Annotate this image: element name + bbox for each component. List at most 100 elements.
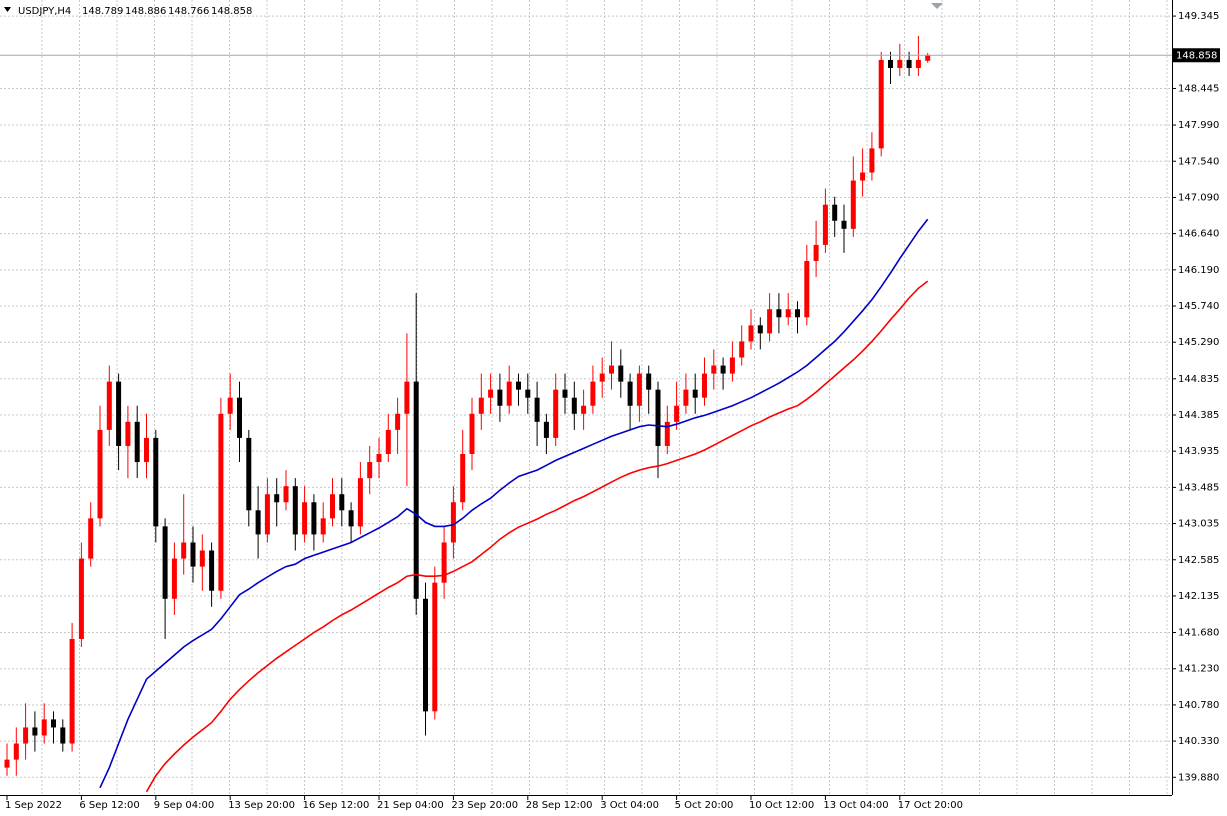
candle-body — [739, 341, 745, 358]
candle-body — [497, 389, 503, 406]
moving-average — [99, 218, 929, 789]
candle-body — [199, 550, 205, 567]
x-tick-label: 3 Oct 04:00 — [600, 800, 659, 811]
candle-body — [785, 309, 791, 318]
candle-body — [850, 180, 856, 229]
candle-body — [636, 373, 642, 406]
candle-body — [348, 510, 354, 527]
candle-body — [292, 486, 298, 535]
candle-body — [320, 518, 326, 535]
candle-body — [441, 542, 447, 583]
x-tick-label: 1 Sep 2022 — [5, 800, 62, 811]
candle-body — [674, 405, 680, 422]
candle-body — [246, 437, 252, 511]
candle-body — [69, 638, 75, 744]
candle-body — [125, 421, 131, 446]
candle-body — [227, 397, 233, 414]
candle-body — [776, 309, 782, 318]
candle-body — [581, 405, 587, 414]
candle-body — [190, 542, 196, 567]
grid — [0, 0, 1172, 795]
price-label-box — [1172, 48, 1220, 63]
candle-body — [869, 148, 875, 173]
candle-body — [32, 727, 38, 736]
y-tick-label: 140.780 — [1178, 700, 1219, 711]
candle-body — [748, 325, 754, 342]
candle-body — [543, 421, 549, 438]
y-tick-label: 140.330 — [1178, 736, 1219, 747]
menu-icon[interactable] — [4, 7, 11, 12]
candle-body — [97, 429, 103, 519]
candle-body — [460, 453, 466, 503]
y-tick-label: 146.190 — [1178, 265, 1219, 276]
y-tick-label: 145.740 — [1178, 301, 1219, 312]
ohlc-high: 148.886 — [125, 6, 166, 17]
x-tick-label: 16 Sep 12:00 — [303, 800, 370, 811]
ohlc-close: 148.858 — [211, 6, 252, 17]
candle-body — [106, 381, 112, 430]
price-label: 148.858 — [1176, 50, 1217, 61]
x-tick-label: 9 Sep 04:00 — [154, 800, 214, 811]
candle-body — [534, 397, 540, 422]
y-tick-label: 145.290 — [1178, 337, 1219, 348]
candle-body — [516, 381, 521, 390]
candle-body — [553, 389, 559, 438]
candle-body — [729, 357, 735, 374]
candle-body — [357, 478, 363, 527]
candle-body — [562, 389, 568, 398]
x-tick-label: 21 Sep 04:00 — [377, 800, 444, 811]
candle-body — [720, 365, 726, 374]
symbol: USDJPY,H4 — [18, 6, 71, 17]
ohlc-open: 148.789 — [82, 6, 123, 17]
candle-body — [395, 413, 401, 430]
candle-body — [311, 502, 317, 535]
candle-body — [897, 59, 903, 68]
candle-body — [51, 719, 56, 728]
candle-body — [423, 598, 428, 712]
x-tick-label: 23 Sep 20:00 — [451, 800, 518, 811]
y-tick-label: 142.135 — [1178, 591, 1219, 602]
x-tick-label: 6 Sep 12:00 — [79, 800, 139, 811]
y-tick-label: 143.035 — [1178, 519, 1219, 530]
y-tick-label: 146.640 — [1178, 229, 1219, 240]
x-tick-label: 13 Sep 20:00 — [228, 800, 295, 811]
candle-body — [822, 204, 828, 245]
candle-body — [339, 494, 345, 511]
candle-body — [181, 542, 187, 559]
candle-body — [757, 325, 763, 334]
candle-body — [590, 381, 596, 406]
candle-body — [795, 309, 800, 318]
candle-body — [88, 518, 94, 559]
candle-body — [599, 373, 605, 382]
candle-body — [915, 59, 921, 68]
candle-body — [506, 381, 512, 406]
candle-body — [209, 550, 215, 591]
candle-body — [78, 558, 84, 639]
candle-body — [153, 437, 159, 527]
y-tick-label: 147.090 — [1178, 192, 1219, 203]
candle-body — [655, 389, 661, 446]
y-tick-label: 148.445 — [1178, 83, 1219, 94]
candle-body — [627, 381, 633, 406]
y-tick-label: 147.540 — [1178, 156, 1219, 167]
candle-body — [618, 365, 624, 382]
candle-body — [841, 220, 847, 229]
moving-average — [145, 280, 929, 793]
candle-body — [330, 494, 335, 519]
candle-body — [804, 260, 810, 318]
candle-body — [609, 365, 614, 374]
candle-body — [255, 510, 261, 535]
candle-body — [218, 413, 224, 591]
candle-body — [702, 373, 707, 398]
candle-body — [432, 582, 438, 712]
x-tick-label: 10 Oct 12:00 — [749, 800, 814, 811]
candle-body — [450, 502, 456, 543]
candle-body — [274, 494, 280, 503]
candle-body — [878, 59, 884, 149]
candle-body — [478, 397, 484, 414]
candle-body — [385, 429, 391, 454]
x-tick-label: 28 Sep 12:00 — [526, 800, 593, 811]
candle-body — [832, 204, 838, 221]
y-tick-label: 143.485 — [1178, 482, 1219, 493]
candle-body — [646, 373, 652, 390]
